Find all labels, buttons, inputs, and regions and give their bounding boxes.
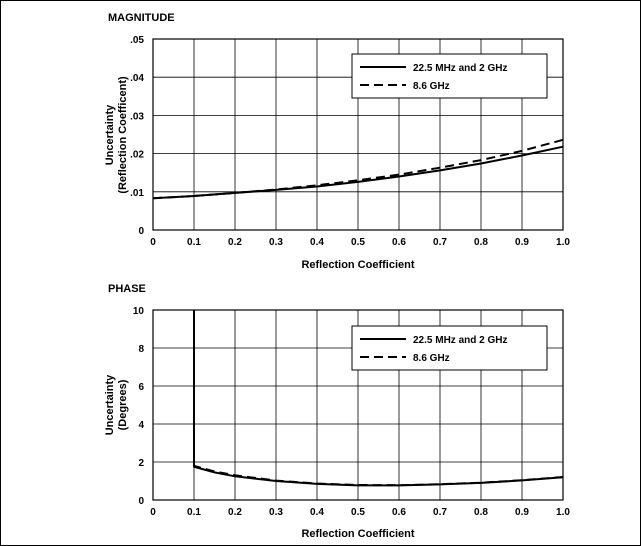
phase-legend-label: 22.5 MHz and 2 GHz (413, 335, 507, 346)
magnitude-legend: 22.5 MHz and 2 GHz 8.6 GHz (351, 53, 548, 99)
magnitude-x-tick-label: 0.2 (228, 237, 242, 248)
magnitude-series-solid-line (152, 145, 564, 200)
phase-legend-label: 8.6 GHz (413, 353, 450, 364)
phase-y-axis-title-line: (Degrees) (117, 379, 129, 430)
magnitude-x-axis-title: Reflection Coefficient (301, 259, 414, 271)
magnitude-legend-box (351, 53, 548, 99)
phase-x-tick-label: 0.2 (228, 507, 242, 518)
phase-y-tick-label: 8 (138, 344, 144, 355)
magnitude-x-tick-label: 0 (150, 237, 156, 248)
phase-x-tick-label: 0.5 (351, 507, 365, 518)
phase-x-axis-title: Reflection Coefficient (301, 528, 414, 540)
phase-x-tick-label: 0 (150, 507, 156, 518)
phase-x-tick-label: 0.6 (392, 507, 406, 518)
phase-y-axis-title: Uncertainty(Degrees) (104, 374, 129, 435)
phase-series-dashed-line (193, 310, 564, 487)
phase-x-tick-label: 0.8 (474, 507, 488, 518)
phase-y-tick-label: 2 (138, 458, 144, 469)
phase-legend: 22.5 MHz and 2 GHz 8.6 GHz (351, 325, 548, 371)
phase-plot-border (152, 309, 564, 501)
magnitude-x-tick-label: 0.6 (392, 237, 406, 248)
magnitude-y-tick-label: .02 (130, 150, 144, 161)
magnitude-x-tick-label: 0.3 (269, 237, 283, 248)
phase-x-tick-label: 0.9 (515, 507, 529, 518)
phase-y-tick-label: 10 (133, 306, 145, 317)
magnitude-x-tick-label: 0.9 (515, 237, 529, 248)
phase-x-tick-label: 0.1 (187, 507, 201, 518)
phase-x-tick-label: 0.4 (310, 507, 324, 518)
magnitude-x-tick-label: 0.4 (310, 237, 324, 248)
magnitude-x-tick-label: 0.7 (433, 237, 447, 248)
magnitude-y-tick-label: .03 (130, 111, 144, 122)
phase-y-tick-label: 4 (138, 420, 144, 431)
magnitude-x-tick-label: 0.5 (351, 237, 365, 248)
magnitude-y-tick-label: .05 (130, 35, 144, 46)
magnitude-plot-border (152, 38, 564, 231)
phase-x-tick-label: 0.7 (433, 507, 447, 518)
phase-x-tick-label: 1.0 (556, 507, 570, 518)
magnitude-y-axis-title: Uncertainty(Reflection Coefficent) (104, 76, 129, 194)
magnitude-y-tick-label: .04 (130, 73, 144, 84)
magnitude-y-axis-title-line: (Reflection Coefficent) (117, 76, 129, 194)
magnitude-legend-label: 8.6 GHz (413, 81, 450, 92)
phase-panel: PHASE 0 0.1 0.2 0.3 0.4 0.5 0.6 0.7 0.8 0.9 1.0 0 2 4 6… (104, 283, 570, 540)
magnitude-y-axis-title-line: Uncertainty (104, 104, 116, 165)
phase-y-tick-label: 6 (138, 382, 144, 393)
phase-y-tick-label: 0 (138, 496, 144, 507)
magnitude-x-tick-label: 0.1 (187, 237, 201, 248)
magnitude-x-tick-label: 1.0 (556, 237, 570, 248)
magnitude-series-dashed-line (152, 138, 564, 200)
phase-legend-box (351, 325, 548, 371)
phase-panel-title: PHASE (108, 283, 146, 295)
magnitude-y-tick-label: .01 (130, 188, 144, 199)
magnitude-y-tick-label: 0 (138, 226, 144, 237)
magnitude-panel-title: MAGNITUDE (108, 12, 175, 24)
phase-y-axis-title-line: Uncertainty (104, 374, 116, 435)
magnitude-x-tick-label: 0.8 (474, 237, 488, 248)
phase-x-tick-label: 0.3 (269, 507, 283, 518)
magnitude-legend-label: 22.5 MHz and 2 GHz (413, 63, 507, 74)
magnitude-panel: MAGNITUDE 0 0.1 0.2 0.3 0.4 0.5 0.6 0.7 0.8 0.9 1.0… (104, 12, 570, 271)
